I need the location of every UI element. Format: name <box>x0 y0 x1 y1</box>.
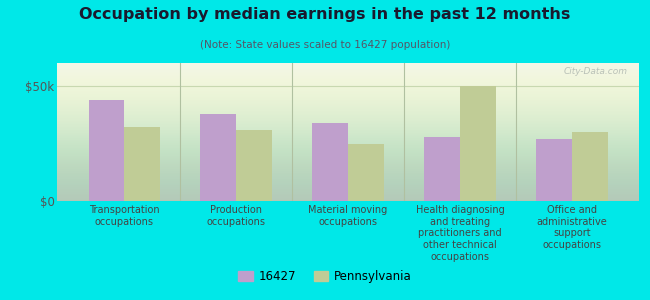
Bar <box>88 100 124 201</box>
Text: (Note: State values scaled to 16427 population): (Note: State values scaled to 16427 popu… <box>200 40 450 50</box>
Legend: 16427, Pennsylvania: 16427, Pennsylvania <box>234 266 416 288</box>
Bar <box>348 143 384 201</box>
Text: City-Data.com: City-Data.com <box>564 67 627 76</box>
Bar <box>312 123 348 201</box>
Bar <box>200 114 236 201</box>
Bar <box>236 130 272 201</box>
Bar <box>424 136 460 201</box>
Bar <box>536 139 572 201</box>
Bar <box>460 86 496 201</box>
Bar <box>124 128 160 201</box>
Bar <box>572 132 608 201</box>
Text: Occupation by median earnings in the past 12 months: Occupation by median earnings in the pas… <box>79 8 571 22</box>
